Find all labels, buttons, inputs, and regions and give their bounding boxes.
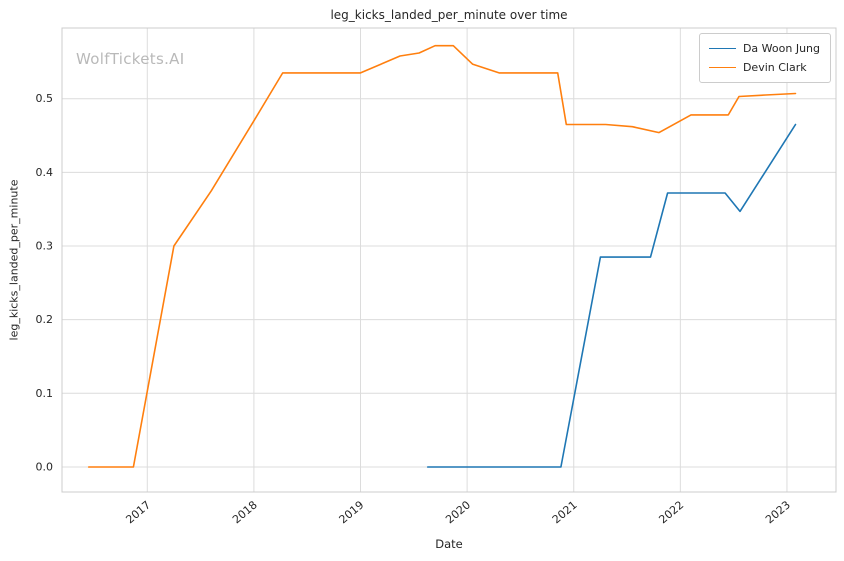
plot-border	[61, 27, 837, 493]
legend-item-devin-clark: Devin Clark	[708, 58, 820, 77]
y-tick-label: 0.3	[36, 240, 54, 253]
legend-item-da-woon-jung: Da Woon Jung	[708, 39, 820, 58]
legend-label: Devin Clark	[742, 61, 807, 74]
x-tick-label: 2019	[337, 498, 367, 526]
x-tick-label: 2017	[123, 498, 153, 526]
y-tick-label: 0.4	[36, 166, 54, 179]
y-axis-label: leg_kicks_landed_per_minute	[7, 179, 21, 341]
y-tick-label: 0.5	[36, 92, 54, 105]
legend-label: Da Woon Jung	[742, 42, 820, 55]
plot-background	[62, 28, 836, 492]
chart-title: leg_kicks_landed_per_minute over time	[330, 8, 568, 22]
series-line-devin-clark	[87, 44, 797, 468]
x-tick-label: 2023	[763, 498, 793, 526]
y-tick-label: 0.0	[36, 460, 54, 473]
series-line-da-woon-jung	[426, 123, 797, 468]
x-tick-label: 2018	[230, 498, 260, 526]
y-tick-label: 0.1	[36, 387, 54, 400]
y-tick-label: 0.2	[36, 313, 54, 326]
x-tick-label: 2020	[443, 498, 473, 526]
x-tick-label: 2021	[550, 498, 580, 526]
watermark: WolfTickets.AI	[76, 50, 185, 68]
legend-line-sample	[708, 48, 736, 49]
x-axis-label: Date	[435, 537, 463, 551]
legend: Da Woon Jung Devin Clark	[698, 33, 831, 83]
legend-line-sample	[708, 67, 736, 68]
x-tick-label: 2022	[656, 498, 686, 526]
